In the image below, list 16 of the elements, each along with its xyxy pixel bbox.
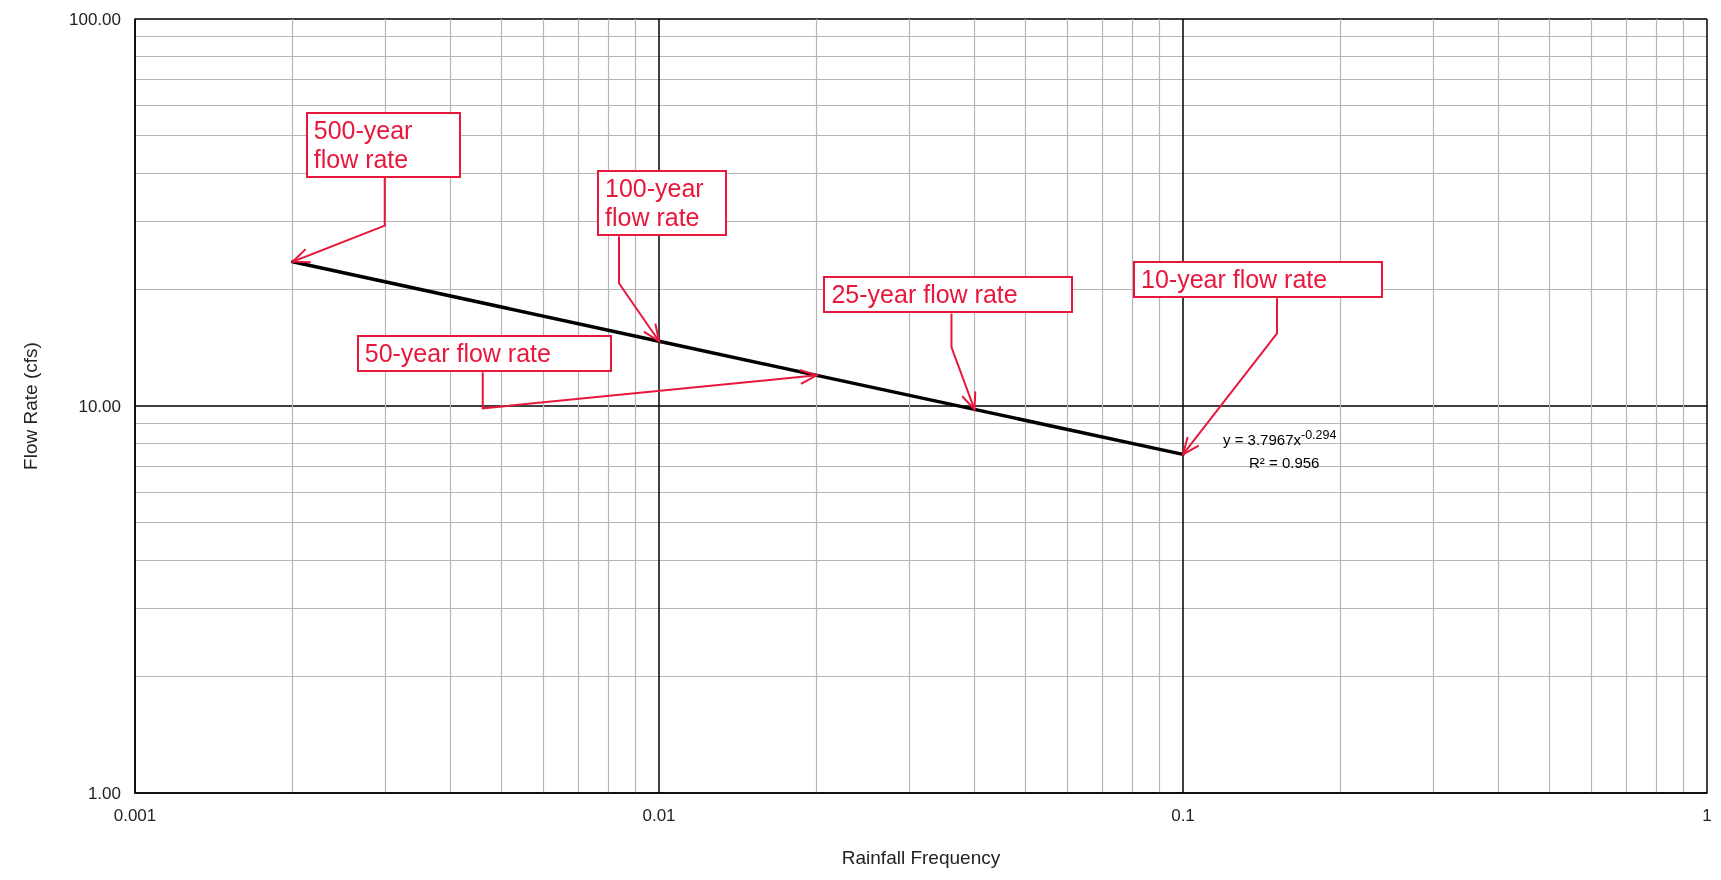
y-tick-label: 10.00 <box>78 396 121 416</box>
y-tick-label: 100.00 <box>69 9 121 29</box>
y-axis-title: Flow Rate (cfs) <box>20 342 41 470</box>
annotation: 500-year flow rate <box>305 111 461 178</box>
annotation: R² = 0.956 <box>1249 454 1320 472</box>
annotation: 10-year flow rate <box>1133 261 1383 299</box>
annotation: y = 3.7967x$^{-0.294}$ <box>1223 428 1337 449</box>
annotation: 25-year flow rate <box>823 276 1074 314</box>
x-axis-title: Rainfall Frequency <box>841 847 1001 868</box>
x-tick-label: 0.001 <box>113 806 157 825</box>
annotation: 100-year flow rate <box>597 170 727 237</box>
x-tick-label: 1 <box>1702 806 1712 825</box>
x-tick-label: 0.1 <box>1171 806 1195 825</box>
x-tick-label: 0.01 <box>642 806 676 825</box>
annotation: 50-year flow rate <box>356 335 612 373</box>
y-tick-label: 1.00 <box>87 783 121 803</box>
